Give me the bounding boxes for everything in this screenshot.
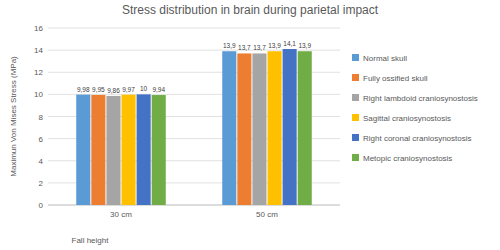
- data-label: 9,86: [107, 87, 120, 94]
- legend-label: Sagittal craniosynostosis: [363, 114, 451, 123]
- data-label: 13,9: [268, 42, 281, 49]
- y-tick-label: 12: [34, 68, 43, 77]
- data-label: 14,1: [283, 40, 296, 47]
- data-label: 9,94: [152, 86, 165, 93]
- legend-swatch: [352, 134, 359, 141]
- chart-container: Stress distribution in brain during pari…: [0, 0, 500, 250]
- y-tick-label: 0: [39, 201, 44, 210]
- legend-label: Right lambdoid craniosynostosis: [363, 94, 478, 103]
- y-tick-label: 2: [39, 179, 44, 188]
- legend-swatch: [352, 154, 359, 161]
- legend-label: Right coronal craniosynostosis: [363, 134, 472, 143]
- data-label: 9,95: [92, 86, 105, 93]
- x-tick-label: 50 cm: [256, 210, 278, 219]
- grid-line: [48, 28, 340, 29]
- data-label: 13,7: [238, 44, 251, 51]
- data-label: 13,9: [223, 42, 236, 49]
- data-label: 13,7: [253, 44, 266, 51]
- y-tick-label: 8: [39, 113, 44, 122]
- bar: [268, 51, 282, 205]
- bar: [76, 95, 90, 205]
- bar: [91, 95, 105, 205]
- legend-label: Normal skull: [363, 54, 407, 63]
- bars: [76, 49, 312, 205]
- y-axis-label: Maximun Von Mises Stress (MPa): [9, 56, 18, 177]
- legend-label: Metopic craniosynostosis: [363, 154, 452, 163]
- data-label: 9,97: [122, 86, 135, 93]
- bar: [252, 53, 266, 205]
- legend-swatch: [352, 94, 359, 101]
- y-tick-label: 10: [34, 90, 43, 99]
- x-axis-label: Fall height: [72, 236, 110, 245]
- grid: [48, 28, 340, 205]
- bar: [152, 95, 166, 205]
- legend-swatch: [352, 54, 359, 61]
- chart-svg: Stress distribution in brain during pari…: [0, 0, 500, 250]
- y-tick-label: 4: [39, 157, 44, 166]
- chart-title: Stress distribution in brain during pari…: [122, 3, 379, 17]
- data-label: 9,98: [77, 86, 90, 93]
- data-label: 10: [140, 85, 148, 92]
- legend-swatch: [352, 74, 359, 81]
- bar: [237, 53, 251, 205]
- bar: [122, 95, 136, 205]
- bar: [137, 94, 151, 205]
- legend: Normal skull Fully ossified skull Right la…: [352, 54, 478, 163]
- legend-swatch: [352, 114, 359, 121]
- bar: [222, 51, 236, 205]
- x-tick-label: 30 cm: [110, 210, 132, 219]
- y-tick-label: 14: [34, 46, 43, 55]
- y-tick-label: 6: [39, 135, 44, 144]
- bar: [106, 96, 120, 205]
- y-tick-label: 16: [34, 24, 43, 33]
- bar: [298, 51, 312, 205]
- legend-label: Fully ossified skull: [363, 74, 428, 83]
- data-label: 13,9: [298, 42, 311, 49]
- data-labels: 9,989,959,869,97109,9413,913,713,713,914…: [77, 40, 311, 94]
- bar: [283, 49, 297, 205]
